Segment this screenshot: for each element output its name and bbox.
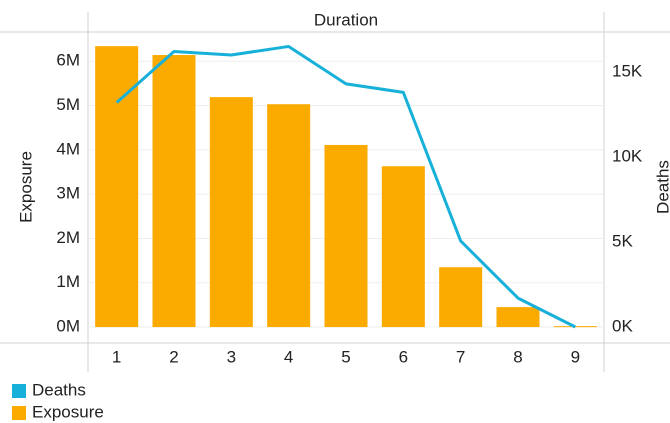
line-series <box>115 44 577 329</box>
x-tick-label: 6 <box>399 347 408 366</box>
y-tick-label: 0M <box>56 317 80 336</box>
y-tick-label: 5M <box>56 95 80 114</box>
y-tick-label: 6M <box>56 51 80 70</box>
bar <box>439 267 483 328</box>
y-tick-label: 3M <box>56 184 80 203</box>
bar <box>324 144 368 328</box>
y2-axis-title: Deaths <box>653 160 670 214</box>
x-tick-label: 2 <box>169 347 178 366</box>
x-tick-label: 8 <box>513 347 522 366</box>
x-tick-label: 4 <box>284 347 293 366</box>
bar <box>209 97 253 328</box>
bar <box>95 46 139 328</box>
x-tick-label: 3 <box>227 347 236 366</box>
y-axis-title: Exposure <box>16 151 35 223</box>
y-tick-label: 1M <box>56 272 80 291</box>
y-tick-label: 2M <box>56 228 80 247</box>
y-tick-label: 4M <box>56 139 80 158</box>
legend-swatch <box>12 406 26 420</box>
legend-label: Exposure <box>32 402 104 421</box>
x-tick-label: 7 <box>456 347 465 366</box>
bar <box>496 307 540 328</box>
y2-tick-label: 10K <box>612 146 643 165</box>
bar <box>381 166 425 328</box>
legend-label: Deaths <box>32 380 86 399</box>
y2-tick-label: 0K <box>612 317 633 336</box>
y2-tick-label: 5K <box>612 231 633 250</box>
legend-swatch <box>12 384 26 398</box>
y2-tick-label: 15K <box>612 61 643 80</box>
x-tick-label: 1 <box>112 347 121 366</box>
bar <box>267 104 311 328</box>
x-tick-label: 5 <box>341 347 350 366</box>
bar <box>152 55 196 328</box>
x-tick-label: 9 <box>571 347 580 366</box>
x-axis-title: Duration <box>314 10 378 29</box>
